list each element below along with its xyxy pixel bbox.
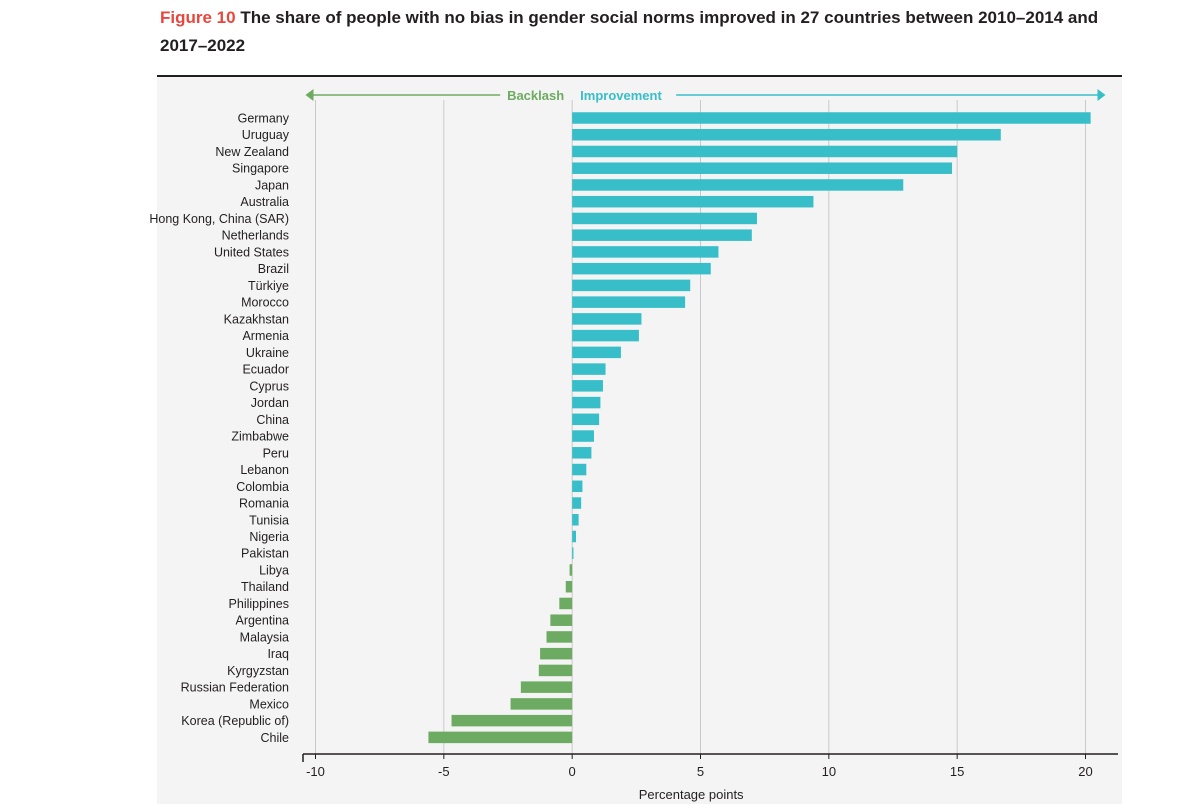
category-label: China — [256, 413, 289, 427]
x-tick-label: 0 — [569, 764, 576, 779]
bar — [559, 597, 573, 610]
category-label: Ukraine — [246, 346, 289, 360]
category-label: Nigeria — [249, 530, 289, 544]
category-label: Russian Federation — [181, 681, 289, 695]
bar — [572, 112, 1091, 124]
bar — [428, 731, 573, 744]
category-label: Türkiye — [248, 279, 289, 293]
bar — [572, 530, 577, 543]
backlash-label: Backlash — [507, 88, 564, 103]
bar — [538, 664, 573, 677]
bar — [572, 128, 1001, 141]
category-label: Kazakhstan — [224, 312, 289, 326]
bar — [572, 363, 606, 375]
category-label: United States — [214, 245, 289, 259]
x-tick-label: -5 — [438, 764, 450, 779]
category-label: Morocco — [241, 296, 289, 310]
category-label: Romania — [239, 497, 289, 511]
figure-label: Figure 10 — [160, 8, 236, 27]
top-rule — [157, 75, 1122, 77]
category-label: Libya — [259, 563, 289, 577]
x-axis-label: Percentage points — [639, 787, 744, 802]
category-label: Singapore — [232, 162, 289, 176]
category-labels: Germany Uruguay New Zealand Singapore Japan A… — [149, 112, 289, 745]
bar — [572, 313, 642, 325]
bar — [451, 714, 573, 727]
improvement-label: Improvement — [580, 88, 662, 103]
bar — [572, 447, 592, 459]
bar — [572, 145, 958, 158]
category-label: Brazil — [258, 262, 289, 276]
figure-title: Figure 10 The share of people with no bi… — [160, 4, 1140, 60]
bar — [572, 547, 574, 559]
figure-title-text: The share of people with no bias in gend… — [160, 8, 1099, 55]
category-label: Pakistan — [241, 547, 289, 561]
bar — [550, 614, 573, 626]
category-label: Hong Kong, China (SAR) — [149, 212, 289, 226]
category-label: Korea (Republic of) — [181, 714, 289, 728]
backlash-arrow-head — [305, 89, 314, 101]
category-label: Thailand — [241, 580, 289, 594]
bar — [546, 631, 573, 643]
category-label: Netherlands — [222, 229, 289, 243]
category-label: Colombia — [236, 480, 289, 494]
improvement-arrow-head — [1097, 89, 1106, 101]
gridlines — [315, 100, 1086, 754]
x-tick-label: -10 — [306, 764, 325, 779]
bar — [572, 413, 600, 426]
category-label: Tunisia — [249, 513, 289, 527]
bar — [572, 329, 639, 342]
category-label: Malaysia — [240, 630, 289, 644]
bar — [572, 463, 587, 476]
bar — [520, 681, 573, 693]
bar — [565, 580, 573, 593]
bar — [572, 262, 711, 275]
category-label: New Zealand — [215, 145, 289, 159]
x-axis: -10 -5 0 5 10 15 20 — [302, 753, 1118, 779]
category-label: Argentina — [235, 614, 289, 628]
bar — [572, 396, 601, 409]
bar — [572, 279, 691, 292]
bar — [569, 564, 573, 576]
category-label: Germany — [238, 112, 290, 126]
bar — [572, 430, 594, 442]
category-label: Australia — [240, 195, 289, 209]
bar — [540, 647, 573, 660]
bar — [572, 246, 719, 258]
category-label: Uruguay — [242, 128, 290, 142]
category-label: Armenia — [242, 329, 289, 343]
category-label: Philippines — [229, 597, 289, 611]
bar — [572, 179, 904, 191]
category-label: Cyprus — [249, 379, 289, 393]
bar — [572, 497, 582, 509]
category-label: Mexico — [249, 697, 289, 711]
bar — [510, 698, 573, 710]
x-tick-label: 10 — [822, 764, 836, 779]
category-label: Iraq — [267, 647, 289, 661]
bar — [572, 380, 603, 392]
x-tick-label: 5 — [697, 764, 704, 779]
category-label: Chile — [261, 731, 290, 745]
category-label: Peru — [263, 446, 289, 460]
bars — [428, 112, 1091, 744]
bar — [572, 296, 686, 308]
bar — [572, 514, 579, 526]
bar — [572, 346, 621, 359]
bar — [572, 162, 953, 174]
bar — [572, 195, 814, 208]
category-label: Jordan — [251, 396, 289, 410]
category-label: Lebanon — [240, 463, 289, 477]
bar — [572, 229, 752, 241]
category-label: Kyrgyzstan — [227, 664, 289, 678]
bar — [572, 480, 583, 493]
direction-arrows: Backlash Improvement — [305, 88, 1106, 103]
bar — [572, 212, 757, 225]
category-label: Ecuador — [242, 363, 289, 377]
x-tick-label: 20 — [1078, 764, 1092, 779]
category-label: Japan — [255, 178, 289, 192]
category-label: Zimbabwe — [231, 430, 289, 444]
x-tick-label: 15 — [950, 764, 964, 779]
